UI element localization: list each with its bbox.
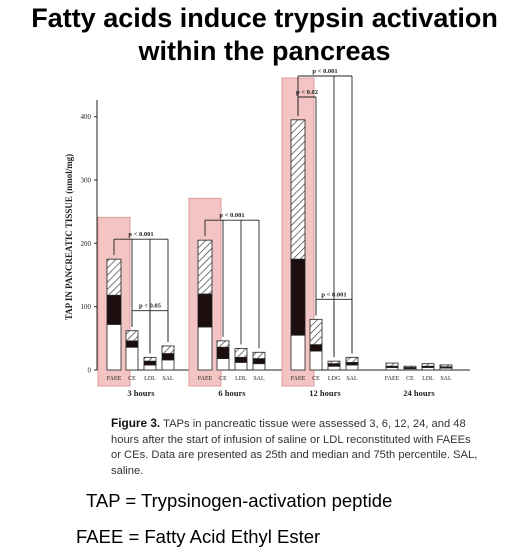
slide-title: Fatty acids induce trypsin activation wi… bbox=[0, 2, 529, 68]
bar-upper-segment bbox=[197, 239, 213, 295]
bar-lower-segment bbox=[161, 359, 175, 371]
y-tick-label: 200 bbox=[81, 240, 92, 248]
tap-chart: 0 100 200 300 400 TAP IN PANCREATIC TISSUE (n… bbox=[64, 68, 470, 398]
bar-lower-segment bbox=[234, 361, 248, 371]
bar-upper-segment bbox=[327, 360, 341, 365]
bar-middle-segment bbox=[125, 340, 139, 348]
bar-middle-segment bbox=[161, 353, 175, 361]
bar-middle-segment bbox=[197, 293, 213, 328]
title-line-1: Fatty acids induce trypsin activation bbox=[31, 3, 498, 33]
y-tick-label: 400 bbox=[81, 113, 92, 121]
caption-label: Figure 3. bbox=[111, 416, 161, 430]
bar-category-label: SAL bbox=[253, 376, 265, 382]
bar-category-label: FAEE bbox=[385, 376, 400, 382]
bar-middle-segment bbox=[290, 258, 306, 336]
bar-category-label: SAL bbox=[346, 376, 358, 382]
bar-middle-segment bbox=[143, 360, 157, 366]
bar-category-label: FAEE bbox=[107, 376, 122, 382]
bar-upper-segment bbox=[106, 258, 122, 296]
bar-lower-segment bbox=[216, 358, 230, 371]
bar-category-label: LDL bbox=[235, 376, 247, 382]
bar-upper-segment bbox=[385, 362, 399, 367]
bar-lower-segment bbox=[106, 323, 122, 371]
bar-category-label: SAL bbox=[440, 376, 452, 382]
bar-middle-segment bbox=[234, 356, 248, 363]
bar-upper-segment bbox=[421, 363, 435, 367]
group-label: 6 hours bbox=[218, 388, 246, 398]
bar-middle-segment bbox=[309, 344, 323, 352]
bar-upper-segment bbox=[216, 340, 230, 348]
bar-category-label: SAL bbox=[162, 376, 174, 382]
bar-upper-segment bbox=[439, 364, 453, 368]
definition-tap: TAP = Trypsinogen-activation peptide bbox=[86, 490, 393, 511]
bar-category-label: CE bbox=[312, 376, 320, 382]
definition-faee: FAEE = Fatty Acid Ethyl Ester bbox=[76, 526, 321, 547]
bar-upper-segment bbox=[252, 351, 266, 359]
group-label: 24 hours bbox=[403, 388, 435, 398]
bar-upper-segment bbox=[345, 356, 359, 363]
bar-lower-segment bbox=[345, 364, 359, 371]
bar-lower-segment bbox=[290, 334, 306, 371]
bar-middle-segment bbox=[106, 294, 122, 325]
bar-lower-segment bbox=[197, 326, 213, 371]
figure-caption: Figure 3. TAPs in pancreatic tissue were… bbox=[111, 416, 483, 479]
p-value-label: p < 0.02 bbox=[296, 89, 318, 96]
bar-upper-segment bbox=[290, 119, 306, 260]
group-label: 3 hours bbox=[127, 388, 155, 398]
bar-category-label: FAEE bbox=[198, 376, 213, 382]
bar-middle-segment bbox=[252, 358, 266, 365]
bar-category-label: LDL bbox=[422, 376, 434, 382]
bar-category-label: CE bbox=[406, 376, 414, 382]
bar-lower-segment bbox=[125, 346, 139, 371]
p-value-label: p < 0.05 bbox=[139, 303, 162, 310]
bar-middle-segment bbox=[216, 346, 230, 360]
p-value-label: p < 0.001 bbox=[321, 291, 346, 298]
y-tick-label: 100 bbox=[81, 303, 92, 311]
bar-category-label: CE bbox=[219, 376, 227, 382]
bar-lower-segment bbox=[327, 365, 341, 371]
caption-text: TAPs in pancreatic tissue were assessed … bbox=[111, 418, 478, 477]
p-value-label: p < 0.001 bbox=[312, 68, 337, 75]
bar-lower-segment bbox=[309, 350, 323, 371]
y-axis-label: TAP IN PANCREATIC TISSUE (nmol/mg) bbox=[64, 154, 74, 320]
bar-upper-segment bbox=[309, 318, 323, 346]
bar-lower-segment bbox=[143, 364, 157, 371]
title-line-2: within the pancreas bbox=[138, 36, 391, 66]
bar-category-label: CE bbox=[128, 376, 136, 382]
bar-lower-segment bbox=[252, 363, 266, 371]
bar-upper-segment bbox=[403, 365, 417, 368]
p-value-label: p < 0.001 bbox=[219, 212, 244, 219]
y-tick-label: 0 bbox=[88, 367, 92, 375]
bar-category-label: LDL bbox=[144, 376, 156, 382]
y-tick-label: 300 bbox=[81, 177, 92, 185]
bar-upper-segment bbox=[143, 356, 157, 362]
bar-upper-segment bbox=[125, 330, 139, 342]
bar-category-label: LDG bbox=[328, 376, 341, 382]
p-value-label: p < 0.001 bbox=[128, 231, 153, 238]
bar-upper-segment bbox=[161, 345, 175, 354]
group-label: 12 hours bbox=[309, 388, 341, 398]
bar-category-label: FAEE bbox=[291, 376, 306, 382]
bar-upper-segment bbox=[234, 348, 248, 358]
